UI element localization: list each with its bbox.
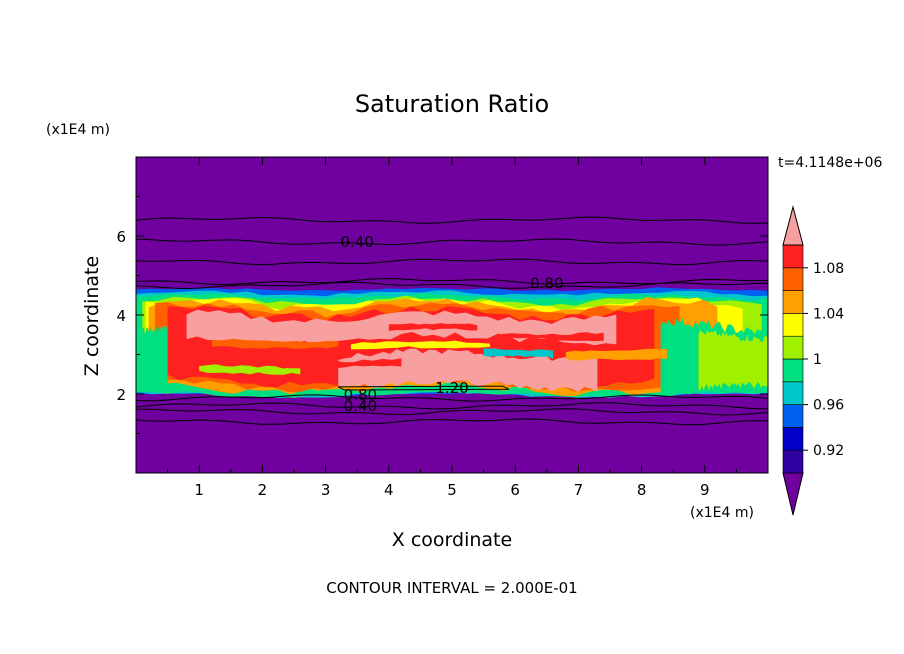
- colorbar-box: [782, 267, 804, 291]
- contour-label: 0.80: [344, 386, 377, 404]
- x-tick-label: 6: [510, 481, 520, 499]
- x-tick-label: 4: [384, 481, 394, 499]
- field-lower-pink: [338, 348, 598, 392]
- contour-line: [338, 385, 510, 391]
- colorbar-lower-arrow: [782, 472, 804, 516]
- x-tick-label: 1: [194, 481, 204, 499]
- contour-line: [135, 258, 769, 266]
- colorbar: 0.92 0.96 1 1.04 1.08: [782, 205, 844, 516]
- field-streak: [388, 323, 478, 331]
- colorbar-box: [782, 358, 804, 383]
- colorbar-box: [782, 449, 804, 474]
- x-tick-label: 7: [574, 481, 584, 499]
- colorbar-box: [782, 313, 804, 337]
- colorbar-box: [782, 404, 804, 428]
- colorbar-box: [782, 335, 804, 360]
- contour-field: [136, 157, 768, 473]
- time-label: t=4.1148e+06: [778, 155, 882, 171]
- y-tick-label: 2: [116, 386, 126, 404]
- x-unit-label: (x1E4 m): [690, 505, 754, 521]
- x-tick-label: 8: [637, 481, 647, 499]
- contour-label: 1.20: [435, 379, 468, 397]
- field-left-patch: [136, 323, 168, 392]
- colorbar-box: [782, 244, 804, 269]
- field-streak: [565, 348, 667, 361]
- field-right-lime: [698, 329, 768, 391]
- x-tick-label: 5: [447, 481, 457, 499]
- colorbar-tick-label: 0.92: [813, 443, 844, 459]
- contour-line: [135, 418, 769, 426]
- contour-line: [135, 408, 769, 416]
- contour-line: [135, 238, 769, 246]
- x-axis-label: X coordinate: [392, 529, 512, 551]
- y-tick-label: 4: [116, 307, 126, 325]
- axes: 1 2 3 4 5 6 7 8 9 2 4 6: [116, 156, 769, 499]
- contour-label: 0.40: [344, 397, 377, 415]
- field-streak: [350, 340, 490, 350]
- field-streak: [483, 348, 554, 359]
- x-tick-label: 9: [700, 481, 710, 499]
- x-tick-label: 3: [321, 481, 331, 499]
- y-unit-label: (x1E4 m): [46, 122, 110, 138]
- field-streak: [199, 364, 301, 375]
- colorbar-tick-label: 0.96: [813, 398, 844, 414]
- y-tick-label: 6: [116, 228, 126, 246]
- colorbar-box: [782, 381, 804, 405]
- contour-lines: 0.400.801.200.800.40: [135, 216, 769, 426]
- y-axis-label: Z coordinate: [81, 256, 103, 376]
- contour-label: 0.80: [530, 274, 563, 292]
- colorbar-upper-arrow: [782, 205, 804, 246]
- field-streak: [287, 358, 402, 369]
- field-streak: [211, 338, 339, 349]
- colorbar-box: [782, 290, 804, 314]
- contour-line: [135, 402, 769, 410]
- contour-line: [135, 394, 769, 402]
- x-tick-label: 2: [258, 481, 268, 499]
- colorbar-tick-label: 1.08: [813, 261, 844, 277]
- contour-interval-note: CONTOUR INTERVAL = 2.000E-01: [326, 579, 577, 597]
- contour-line: [135, 216, 769, 224]
- field-streak: [502, 332, 604, 342]
- contour-line: [135, 281, 769, 290]
- contour-label: 0.40: [340, 233, 373, 251]
- colorbar-box: [782, 427, 804, 451]
- chart-title: Saturation Ratio: [355, 90, 549, 118]
- colorbar-tick-label: 1: [813, 352, 822, 368]
- colorbar-tick-label: 1.04: [813, 306, 844, 322]
